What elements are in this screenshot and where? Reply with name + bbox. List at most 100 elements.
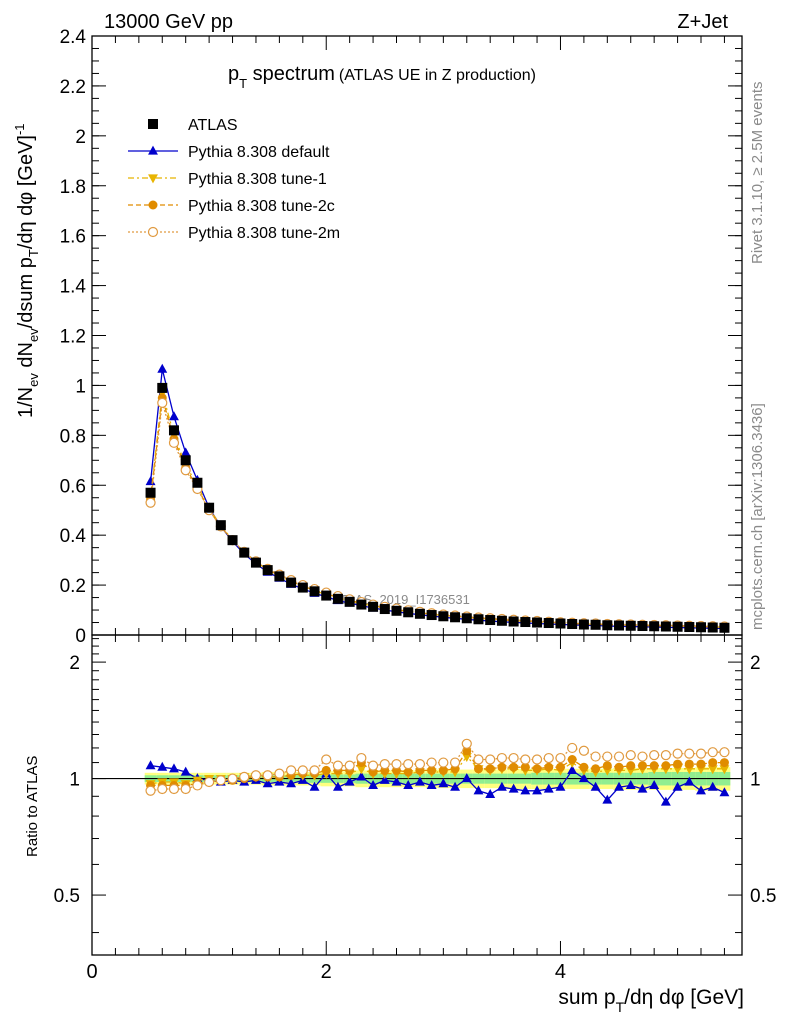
main-point-square bbox=[227, 535, 238, 546]
ratio-point-triangle-up bbox=[696, 785, 706, 795]
main-point-square bbox=[485, 615, 496, 626]
main-point-square bbox=[157, 382, 168, 393]
main-y-tick-label: 1.8 bbox=[60, 177, 86, 198]
main-point-square bbox=[379, 604, 390, 615]
main-point-square bbox=[602, 620, 613, 631]
main-point-square bbox=[532, 617, 543, 628]
ratio-point-circle-open bbox=[684, 748, 695, 759]
main-point-square bbox=[719, 622, 730, 633]
ratio-y-axis-label: Ratio to ATLAS bbox=[24, 756, 41, 857]
ratio-point-circle bbox=[497, 762, 507, 772]
main-point-square bbox=[461, 613, 472, 624]
ratio-point-triangle-up bbox=[461, 773, 472, 783]
axes-layer: 0 0.2 0.4 0.6 0.8 1 1.2 1.4 1.6 1.8 2 2.2 2.4 0 2 4 0.5 0… bbox=[54, 27, 777, 983]
main-point-square bbox=[684, 622, 695, 633]
ratio-y-tick-label-left: 1 bbox=[69, 770, 80, 791]
ratio-point-circle bbox=[602, 761, 612, 771]
main-point-square bbox=[496, 615, 507, 626]
ratio-point-circle-open bbox=[520, 754, 531, 765]
ratio-point-circle bbox=[626, 761, 636, 771]
ratio-point-triangle-up bbox=[672, 781, 683, 791]
ratio-point-triangle-up bbox=[555, 781, 566, 791]
ratio-point-triangle-up bbox=[262, 778, 273, 788]
ratio-point-triangle-up bbox=[438, 778, 449, 788]
main-y-tick-label: 0.2 bbox=[60, 576, 86, 597]
x-tick-label: 2 bbox=[321, 961, 332, 983]
main-point-square bbox=[450, 612, 461, 623]
main-point-circle-open bbox=[145, 497, 156, 508]
ratio-point-circle-open bbox=[285, 765, 297, 776]
main-point-circle-open bbox=[157, 397, 168, 408]
ratio-point-circle-open bbox=[157, 783, 168, 795]
ratio-point-triangle-up bbox=[332, 781, 343, 791]
ratio-point-circle bbox=[438, 765, 448, 775]
ratio-point-circle bbox=[403, 767, 413, 777]
main-y-tick-label: 0.8 bbox=[60, 426, 86, 447]
ratio-point-circle-open bbox=[379, 758, 390, 770]
ratio-series-layer bbox=[145, 738, 730, 806]
ratio-point-triangle-up bbox=[180, 766, 191, 776]
main-point-square bbox=[192, 477, 203, 488]
ratio-point-triangle-up bbox=[344, 776, 355, 786]
ratio-point-circle bbox=[579, 762, 589, 772]
main-y-tick-label: 0.6 bbox=[60, 476, 86, 497]
ratio-point-circle-open bbox=[719, 747, 730, 758]
ratio-point-circle-open bbox=[332, 760, 344, 771]
ratio-point-circle-open bbox=[660, 749, 671, 761]
main-y-tick-label: 2 bbox=[75, 127, 86, 148]
ratio-point-circle-open bbox=[637, 751, 648, 762]
main-point-square bbox=[145, 487, 156, 498]
ratio-point-triangle-up bbox=[169, 763, 179, 773]
main-point-square bbox=[204, 502, 215, 513]
ratio-point-circle-open bbox=[649, 749, 660, 761]
ratio-point-circle bbox=[591, 764, 601, 774]
ratio-point-circle bbox=[321, 765, 331, 775]
main-y-axis-label: 1/Nev dNev/dsum pT/dη dφ [GeV]-1 bbox=[12, 123, 41, 418]
main-point-square bbox=[567, 619, 578, 630]
ratio-y-tick-label-left: 2 bbox=[69, 653, 80, 674]
ratio-point-circle-open bbox=[625, 749, 636, 761]
main-y-tick-label: 0.4 bbox=[60, 526, 87, 547]
main-point-square bbox=[250, 557, 261, 568]
ratio-point-triangle-up bbox=[309, 781, 320, 791]
ratio-point-circle-open bbox=[473, 754, 484, 765]
ratio-point-circle-open bbox=[414, 758, 426, 770]
ratio-point-triangle-up bbox=[473, 785, 484, 795]
ratio-point-circle-open bbox=[403, 758, 414, 770]
legend-marker-square bbox=[148, 119, 158, 129]
ratio-point-circle bbox=[509, 762, 519, 772]
x-axis-label: sum pT/dη dφ [GeV] bbox=[558, 986, 744, 1015]
ratio-point-triangle-up bbox=[590, 781, 601, 791]
main-point-square bbox=[508, 616, 519, 627]
ratio-point-circle-open bbox=[508, 752, 519, 764]
ratio-point-triangle-down bbox=[719, 765, 730, 775]
ratio-point-circle-open bbox=[168, 783, 180, 795]
ratio-y-tick-label-right: 0.5 bbox=[750, 886, 776, 907]
ratio-point-circle bbox=[661, 761, 671, 771]
ratio-point-circle-open bbox=[250, 770, 262, 781]
ratio-point-circle-open bbox=[590, 751, 601, 762]
main-point-square bbox=[438, 611, 449, 622]
main-point-circle-open bbox=[168, 437, 180, 448]
ratio-point-triangle-down bbox=[356, 765, 367, 775]
ratio-point-circle-open bbox=[461, 738, 472, 749]
energy-label: 13000 GeV pp bbox=[104, 11, 233, 33]
main-y-tick-label: 0 bbox=[75, 626, 86, 647]
main-point-triangle-up bbox=[169, 411, 179, 421]
ratio-point-circle-open bbox=[204, 776, 215, 788]
legend-marker-triangle-up bbox=[148, 145, 158, 155]
ratio-point-circle-open bbox=[391, 758, 402, 770]
main-point-square bbox=[356, 599, 367, 610]
ratio-point-circle-open bbox=[274, 768, 285, 779]
ratio-point-circle bbox=[532, 764, 542, 774]
main-point-circle-open bbox=[180, 465, 191, 476]
main-point-square bbox=[180, 455, 191, 466]
legend-label: ATLAS bbox=[188, 117, 238, 134]
main-point-square bbox=[309, 586, 320, 597]
main-title-rest: spectrum bbox=[247, 63, 335, 85]
x-axis-label-sub: T bbox=[616, 999, 625, 1015]
main-point-square bbox=[332, 593, 343, 604]
ratio-point-triangle-up bbox=[485, 789, 496, 799]
main-point-square bbox=[625, 620, 636, 631]
